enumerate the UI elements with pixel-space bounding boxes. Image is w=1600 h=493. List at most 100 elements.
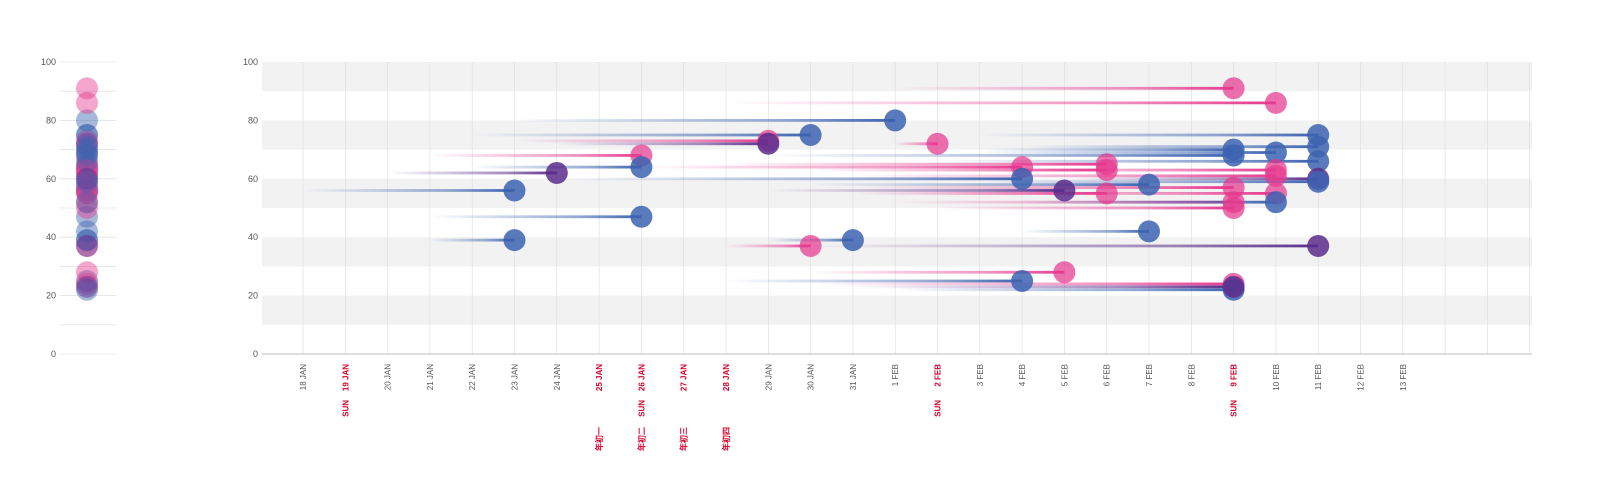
- summary-point: [76, 153, 98, 176]
- summary-point: [76, 182, 98, 205]
- x-tick-label: 5 FEB: [1060, 364, 1069, 386]
- duration-line: [556, 177, 1023, 181]
- data-point: [1264, 141, 1287, 164]
- chart-band: [262, 295, 1532, 325]
- x-tick-label: 19 JAN: [341, 364, 350, 391]
- duration-line: [556, 142, 769, 146]
- x-tick-sublabel-lunar: 年初二: [636, 427, 646, 451]
- x-tick-label: 29 JAN: [764, 364, 773, 390]
- x-tick-label: 21 JAN: [426, 364, 435, 390]
- duration-line: [810, 244, 1319, 248]
- duration-line: [937, 159, 1319, 163]
- x-tick-label: 25 JAN: [595, 364, 604, 391]
- data-point: [630, 205, 653, 228]
- x-tick-label: 22 JAN: [468, 364, 477, 390]
- data-point: [503, 229, 526, 252]
- duration-line: [387, 171, 557, 175]
- summary-y-tick-label: 80: [46, 115, 56, 125]
- x-tick-label: 13 FEB: [1399, 364, 1408, 391]
- duration-line: [1022, 200, 1276, 204]
- duration-line: [641, 165, 1023, 169]
- summary-y-tick-label: 40: [46, 232, 56, 242]
- summary-y-tick-label: 20: [46, 291, 56, 301]
- x-tick-label: 26 JAN: [637, 364, 646, 391]
- summary-point: [76, 170, 98, 193]
- summary-point: [76, 150, 98, 173]
- duration-line: [895, 288, 1234, 292]
- data-point: [1095, 159, 1118, 182]
- summary-point: [76, 278, 98, 301]
- duration-line: [852, 186, 1234, 189]
- summary-point: [76, 124, 98, 146]
- summary-point: [76, 167, 98, 190]
- summary-point: [76, 159, 98, 182]
- data-point: [1222, 138, 1245, 161]
- data-point: [1264, 191, 1287, 214]
- data-point: [757, 132, 780, 155]
- x-tick-label: 28 JAN: [722, 364, 731, 391]
- y-tick-label: 0: [253, 349, 258, 359]
- y-tick-label: 40: [248, 232, 258, 242]
- x-tick-sublabel-lunar: 年初四: [721, 427, 731, 451]
- chart-labels: 0 0 20 20 40 40 60 60 80 80 100 100 18 JAN 19 JAN SUN 2…: [41, 57, 1408, 451]
- x-tick-label: 27 JAN: [680, 364, 689, 391]
- duration-line: [429, 215, 642, 219]
- duration-line: [937, 206, 1234, 210]
- summary-point: [76, 167, 98, 190]
- duration-line: [726, 244, 811, 248]
- x-tick-label: 23 JAN: [511, 364, 520, 390]
- summary-point: [76, 164, 98, 187]
- summary-point: [76, 124, 98, 146]
- summary-point: [76, 176, 98, 199]
- duration-line: [979, 133, 1319, 137]
- data-point: [1222, 275, 1245, 298]
- summary-y-tick-label: 100: [41, 57, 56, 67]
- duration-line: [1064, 177, 1319, 181]
- data-point: [1264, 164, 1287, 187]
- summary-point: [76, 77, 98, 100]
- duration-line: [979, 151, 1276, 154]
- data-point: [799, 124, 822, 146]
- summary-point: [76, 173, 98, 196]
- data-point: [884, 109, 907, 132]
- summary-point: [76, 272, 98, 295]
- duration-line: [1022, 229, 1149, 233]
- duration-line: [514, 139, 769, 143]
- x-tick-sublabel: SUN: [934, 400, 943, 417]
- x-tick-label: 20 JAN: [384, 364, 393, 390]
- duration-line: [895, 86, 1234, 90]
- summary-point: [76, 129, 98, 152]
- data-point: [1222, 176, 1245, 199]
- x-tick-sublabel: SUN: [637, 400, 646, 417]
- summary-point: [76, 179, 98, 202]
- summary-point: [76, 156, 98, 179]
- duration-line: [514, 119, 896, 122]
- data-point: [1307, 150, 1330, 173]
- summary-point: [76, 261, 98, 284]
- summary-point: [76, 135, 98, 158]
- summary-point: [76, 220, 98, 243]
- chart-dots: [503, 77, 1330, 301]
- data-point: [1138, 173, 1160, 196]
- summary-point: [76, 138, 98, 161]
- duration-line: [472, 133, 811, 137]
- data-point: [1222, 77, 1245, 100]
- duration-line: [1022, 145, 1319, 149]
- data-point: [503, 179, 526, 202]
- duration-line: [810, 270, 1065, 274]
- x-tick-label: 30 JAN: [807, 364, 816, 390]
- x-tick-label: 10 FEB: [1272, 364, 1281, 391]
- summary-y-tick-label: 60: [46, 174, 56, 184]
- x-tick-sublabel: SUN: [1230, 400, 1239, 417]
- duration-line: [852, 174, 1276, 178]
- x-tick-sublabel-lunar: 年初一: [594, 427, 604, 451]
- duration-line: [810, 183, 1149, 187]
- summary-point: [76, 91, 98, 114]
- duration-line: [429, 154, 642, 157]
- x-tick-label: 11 FEB: [1314, 364, 1323, 390]
- duration-line: [726, 279, 1023, 283]
- summary-point: [76, 229, 98, 252]
- data-point: [545, 161, 568, 184]
- y-tick-label: 100: [243, 57, 258, 67]
